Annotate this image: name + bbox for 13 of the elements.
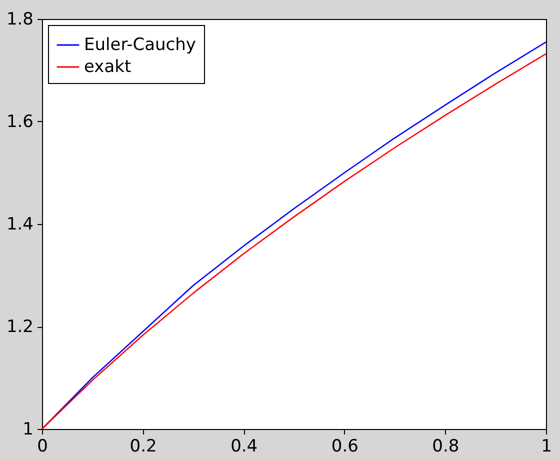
y-tick-label: 1.4 xyxy=(6,214,34,234)
x-tick-label: 0 xyxy=(37,436,48,456)
y-tick-label: 1.2 xyxy=(6,317,34,337)
legend-label: exakt xyxy=(84,57,132,77)
x-tick-label: 0.4 xyxy=(230,436,258,456)
y-tick-label: 1.8 xyxy=(6,10,34,30)
x-tick-label: 0.2 xyxy=(130,436,157,456)
x-tick-label: 0.8 xyxy=(432,436,460,456)
x-tick-label: 0.6 xyxy=(331,436,358,456)
y-tick-label: 1.6 xyxy=(6,112,34,132)
y-tick-label: 1 xyxy=(22,420,34,440)
x-tick-label: 1 xyxy=(541,436,552,456)
legend-label: Euler-Cauchy xyxy=(84,35,196,55)
